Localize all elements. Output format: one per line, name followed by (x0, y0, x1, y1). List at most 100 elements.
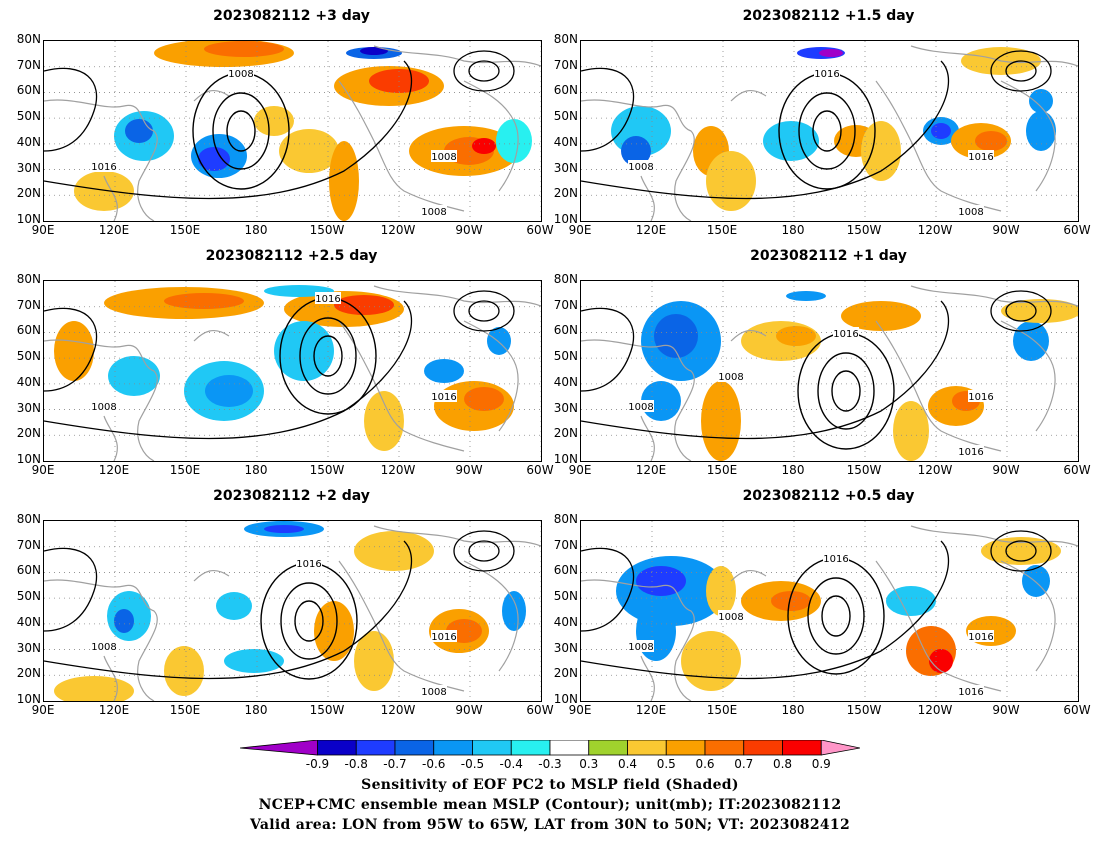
lon-tick-label: 180 (781, 463, 805, 477)
coastline (373, 45, 541, 67)
shaded-area (636, 566, 686, 596)
mslp-contour (453, 50, 515, 92)
coastline (193, 89, 230, 102)
contour-label: 1008 (628, 162, 653, 173)
contour-label-bg (421, 205, 447, 217)
contour-label-bg (718, 610, 744, 622)
lon-tick-label: 120W (380, 703, 416, 717)
mslp-contour (1005, 300, 1037, 322)
contour-label-bg (958, 205, 984, 217)
mslp-contour (453, 290, 515, 332)
contour-label: 1008 (958, 207, 983, 218)
colorbar-label: -0.8 (344, 757, 368, 771)
mslp-contour (468, 540, 500, 562)
lon-tick-label: 150W (846, 703, 882, 717)
map-panel: 1016 1008 1016 1008 (43, 520, 542, 702)
contour-label-bg (968, 630, 994, 642)
contour-label-bg (296, 557, 322, 569)
lat-tick-label: 60N (553, 323, 578, 338)
contour-label-bg (628, 400, 654, 412)
shaded-area (314, 601, 354, 661)
mslp-contour (44, 300, 413, 440)
lat-tick-label: 20N (553, 426, 578, 441)
mslp-contour (44, 540, 413, 680)
shaded-area (54, 321, 94, 381)
mslp-contour (990, 50, 1052, 92)
lat-tick-label: 20N (16, 186, 41, 201)
lon-tick-label: 90E (568, 223, 592, 237)
lat-tick-label: 70N (16, 537, 41, 552)
panel-title: 2023082112 +2.5 day (205, 248, 378, 264)
panel-title: 2023082112 +0.5 day (742, 488, 915, 504)
shaded-area (929, 649, 953, 673)
map-svg: 1008 1016 1008 1008 (44, 41, 541, 221)
shaded-area (861, 121, 901, 181)
lat-tick-label: 20N (16, 426, 41, 441)
map-svg: 1016 1008 1016 1016 1008 (581, 521, 1078, 701)
shaded-area (108, 356, 160, 396)
lat-tick-label: 70N (553, 297, 578, 312)
contour-label-bg (814, 67, 840, 79)
shaded-area (464, 387, 504, 411)
coastline (875, 80, 1002, 212)
lat-tick-label: 80N (16, 272, 41, 286)
mslp-contour (581, 60, 950, 200)
shaded-area (621, 136, 651, 166)
contour-label-bg (91, 640, 117, 652)
contour-label: 1016 (823, 554, 848, 565)
lat-tick-label: 60N (16, 563, 41, 578)
contour-label: 1008 (91, 642, 116, 653)
shaded-area (1001, 299, 1078, 323)
shaded-area (1013, 321, 1049, 361)
lat-tick-label: 40N (553, 374, 578, 389)
mslp-contour (990, 290, 1052, 332)
shaded-area (114, 609, 134, 633)
contour-label-bg (91, 400, 117, 412)
lon-tick-label: 60W (1063, 223, 1091, 237)
lon-tick-label: 90W (992, 463, 1020, 477)
lon-tick-label: 150E (706, 463, 738, 477)
coastline (730, 329, 767, 342)
contour-label: 1008 (421, 687, 446, 698)
contour-label: 1016 (968, 632, 993, 643)
lon-tick-label: 90W (992, 223, 1020, 237)
shaded-area (763, 121, 819, 161)
shaded-area (205, 375, 253, 407)
contour-label-bg (968, 390, 994, 402)
lat-tick-label: 10N (16, 692, 41, 706)
map-panel: 1016 1008 1016 1016 1008 (580, 280, 1079, 462)
colorbar-label: 0.6 (695, 757, 715, 771)
shaded-area (279, 129, 339, 173)
colorbar-svg (239, 739, 861, 756)
lon-tick-label: 150E (706, 223, 738, 237)
coastline (463, 560, 519, 672)
mslp-contour (44, 67, 98, 152)
contour-label: 1008 (228, 69, 253, 80)
contour-label-bg (91, 160, 117, 172)
coastline (338, 320, 465, 452)
lon-tick-label: 120E (635, 463, 667, 477)
lat-tick-label: 30N (16, 160, 41, 175)
lat-tick-label: 10N (553, 452, 578, 466)
colorbar-swatch (239, 739, 318, 756)
shaded-area (841, 301, 921, 331)
coastline (640, 175, 655, 221)
shaded-area (224, 649, 284, 673)
lon-tick-label: 120W (380, 223, 416, 237)
contour-label-bg (628, 640, 654, 652)
lat-tick-label: 30N (553, 640, 578, 655)
lon-tick-label: 150W (309, 463, 345, 477)
lon-tick-label: 120W (917, 703, 953, 717)
coastline (910, 525, 1078, 547)
mslp-contour (468, 60, 500, 82)
shaded-area (931, 123, 951, 139)
contour-label: 1016 (431, 392, 456, 403)
colorbar-label: -0.4 (499, 757, 523, 771)
coastline (338, 560, 465, 692)
lat-tick-label: 50N (16, 589, 41, 604)
mslp-contour (44, 547, 98, 632)
lat-tick-label: 50N (16, 109, 41, 124)
shaded-area (706, 151, 756, 211)
mslp-contour (817, 352, 875, 430)
shaded-area (654, 314, 698, 358)
